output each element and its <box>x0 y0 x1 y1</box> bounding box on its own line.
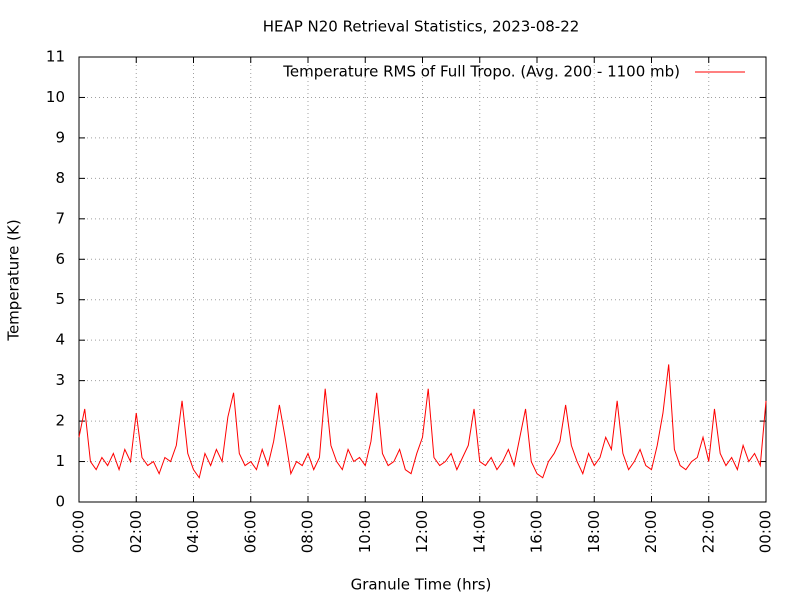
x-tick-label: 12:00 <box>413 510 431 553</box>
x-axis-label: Granule Time (hrs) <box>351 576 492 594</box>
x-tick-label: 02:00 <box>127 510 145 553</box>
x-tick-label: 22:00 <box>699 510 717 553</box>
x-tick-label: 10:00 <box>356 510 374 553</box>
x-tick-label: 20:00 <box>642 510 660 553</box>
x-tick-label: 04:00 <box>184 510 202 553</box>
x-tick-label: 00:00 <box>70 510 88 553</box>
y-tick-label: 9 <box>55 128 65 146</box>
x-tick-label: 18:00 <box>585 510 603 553</box>
x-tick-label: 14:00 <box>470 510 488 553</box>
y-axis-label: Temperature (K) <box>5 219 23 341</box>
y-tick-label: 0 <box>55 493 65 511</box>
y-tick-label: 4 <box>55 331 65 349</box>
x-tick-label: 16:00 <box>528 510 546 553</box>
y-tick-label: 7 <box>55 209 65 227</box>
y-tick-label: 10 <box>46 88 65 106</box>
plot-border <box>78 56 767 503</box>
x-tick-label: 08:00 <box>299 510 317 553</box>
legend-label: Temperature RMS of Full Tropo. (Avg. 200… <box>282 63 680 81</box>
chart-title: HEAP N20 Retrieval Statistics, 2023-08-2… <box>263 18 580 36</box>
y-tick-label: 3 <box>55 371 65 389</box>
y-tick-label: 1 <box>55 452 65 470</box>
y-tick-label: 5 <box>55 290 65 308</box>
y-tick-label: 6 <box>55 250 65 268</box>
data-line <box>78 364 767 479</box>
x-tick-label: 06:00 <box>241 510 259 553</box>
y-tick-label: 2 <box>55 412 65 430</box>
y-tick-label: 11 <box>46 48 65 66</box>
x-tick-label: 00:00 <box>757 510 775 553</box>
y-tick-label: 8 <box>55 169 65 187</box>
